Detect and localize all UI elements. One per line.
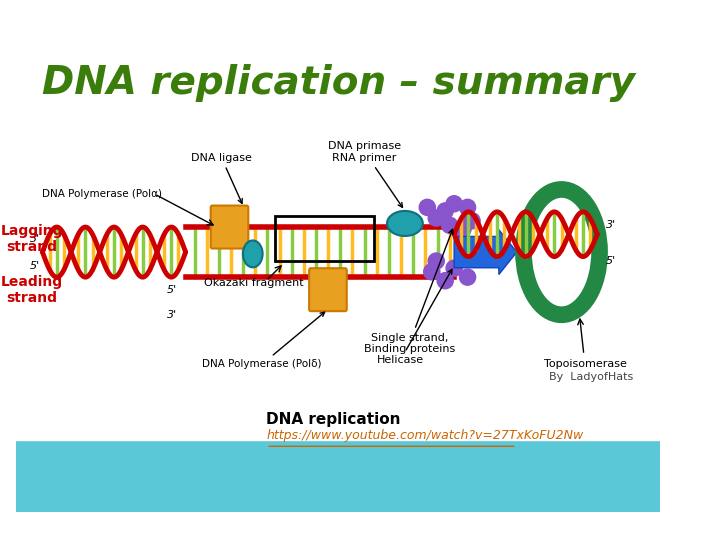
Text: DNA Polymerase (Polδ): DNA Polymerase (Polδ) bbox=[202, 312, 325, 369]
Text: Okazaki fragment: Okazaki fragment bbox=[204, 279, 303, 288]
Text: 5': 5' bbox=[167, 285, 177, 295]
Text: DNA replication – summary: DNA replication – summary bbox=[42, 64, 636, 102]
Ellipse shape bbox=[387, 211, 423, 236]
Text: Helicase: Helicase bbox=[377, 269, 452, 365]
Circle shape bbox=[437, 203, 453, 219]
Text: DNA primase
RNA primer: DNA primase RNA primer bbox=[328, 141, 402, 207]
Text: DNA replication: DNA replication bbox=[266, 411, 401, 427]
Circle shape bbox=[428, 253, 444, 269]
Ellipse shape bbox=[243, 240, 263, 267]
Circle shape bbox=[437, 273, 453, 289]
Text: By  LadyofHats: By LadyofHats bbox=[549, 372, 633, 382]
Ellipse shape bbox=[541, 212, 582, 292]
Circle shape bbox=[459, 199, 476, 215]
Text: DNA Polymerase (Polα): DNA Polymerase (Polα) bbox=[42, 189, 163, 199]
Bar bbox=[16, 29, 660, 440]
Text: 5': 5' bbox=[30, 260, 40, 271]
Circle shape bbox=[446, 260, 462, 276]
Text: Single strand,
Binding proteins: Single strand, Binding proteins bbox=[364, 230, 455, 354]
FancyBboxPatch shape bbox=[309, 268, 347, 311]
Circle shape bbox=[423, 264, 440, 280]
Text: 3': 3' bbox=[30, 234, 40, 244]
Circle shape bbox=[441, 217, 458, 233]
Text: https://www.youtube.com/watch?v=27TxKoFU2Nw: https://www.youtube.com/watch?v=27TxKoFU… bbox=[266, 429, 583, 442]
FancyBboxPatch shape bbox=[211, 206, 248, 248]
Circle shape bbox=[459, 269, 476, 285]
Polygon shape bbox=[16, 413, 660, 511]
Text: 3': 3' bbox=[167, 310, 177, 320]
Circle shape bbox=[455, 221, 471, 237]
Bar bbox=[275, 217, 374, 261]
Text: Lagging
strand: Lagging strand bbox=[1, 224, 63, 254]
Text: Leading
strand: Leading strand bbox=[1, 274, 63, 305]
Circle shape bbox=[446, 195, 462, 212]
Circle shape bbox=[464, 213, 480, 229]
Circle shape bbox=[428, 210, 444, 226]
Text: Topoisomerase: Topoisomerase bbox=[544, 359, 626, 369]
Text: 5': 5' bbox=[606, 256, 616, 266]
Text: DNA ligase: DNA ligase bbox=[191, 153, 252, 204]
Circle shape bbox=[419, 199, 436, 215]
FancyArrow shape bbox=[454, 230, 517, 274]
Text: 3': 3' bbox=[606, 220, 616, 230]
